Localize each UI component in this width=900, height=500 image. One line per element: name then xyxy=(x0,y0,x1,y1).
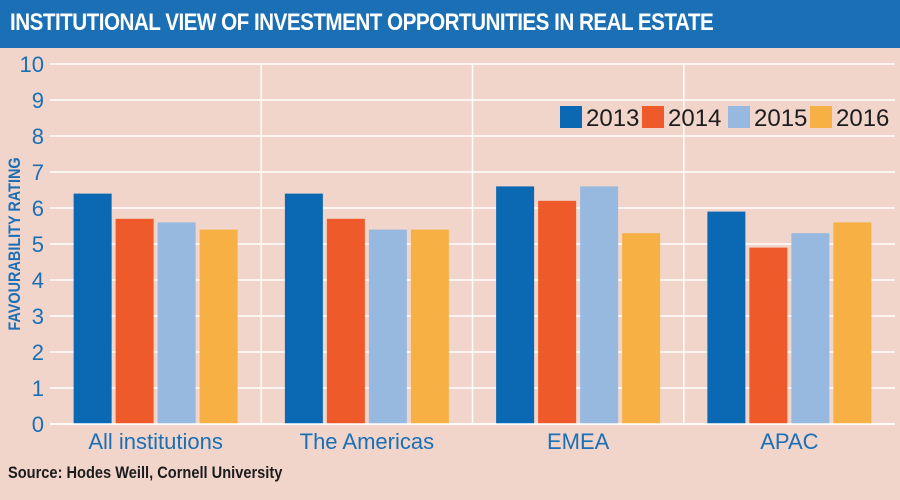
bar-2013-emea xyxy=(496,186,535,424)
y-tick-label: 6 xyxy=(32,196,44,221)
bar-2015-emea xyxy=(580,186,619,424)
bar-2016-apac xyxy=(833,222,872,424)
x-tick-label: All institutions xyxy=(88,429,223,454)
source-note: Source: Hodes Weill, Cornell University xyxy=(8,463,283,482)
bar-2014-apac xyxy=(749,247,788,424)
y-tick-label: 10 xyxy=(20,52,44,77)
y-axis-title: FAVOURABILITY RATING xyxy=(6,157,24,330)
x-tick-label: The Americas xyxy=(300,429,435,454)
bar-2015-the-americas xyxy=(368,229,407,424)
legend-label-2013: 2013 xyxy=(586,105,639,132)
y-tick-label: 2 xyxy=(32,340,44,365)
legend-swatch-2016 xyxy=(810,106,832,128)
bar-2014-all-institutions xyxy=(115,218,154,424)
legend-label-2014: 2014 xyxy=(668,105,721,132)
bar-2013-apac xyxy=(707,211,746,424)
bar-2015-apac xyxy=(791,233,830,424)
y-tick-label: 7 xyxy=(32,160,44,185)
y-tick-label: 8 xyxy=(32,124,44,149)
x-tick-label: EMEA xyxy=(547,429,610,454)
bar-2014-the-americas xyxy=(326,218,365,424)
y-tick-label: 0 xyxy=(32,412,44,437)
legend-label-2016: 2016 xyxy=(836,105,889,132)
bar-2016-emea xyxy=(622,233,661,424)
y-tick-label: 4 xyxy=(32,268,44,293)
y-tick-label: 1 xyxy=(32,376,44,401)
chart-title: INSTITUTIONAL VIEW OF INVESTMENT OPPORTU… xyxy=(10,9,714,36)
y-tick-label: 5 xyxy=(32,232,44,257)
bar-2013-all-institutions xyxy=(73,193,112,424)
bar-2014-emea xyxy=(538,200,577,424)
bar-2013-the-americas xyxy=(284,193,323,424)
y-tick-label: 9 xyxy=(32,88,44,113)
legend-swatch-2015 xyxy=(728,106,750,128)
title-bar: INSTITUTIONAL VIEW OF INVESTMENT OPPORTU… xyxy=(0,0,900,48)
y-tick-label: 3 xyxy=(32,304,44,329)
x-tick-label: APAC xyxy=(760,429,818,454)
bar-2016-all-institutions xyxy=(199,229,238,424)
bar-2016-the-americas xyxy=(410,229,449,424)
legend-label-2015: 2015 xyxy=(754,105,807,132)
legend-swatch-2013 xyxy=(560,106,582,128)
legend-swatch-2014 xyxy=(642,106,664,128)
bar-2015-all-institutions xyxy=(157,222,196,424)
